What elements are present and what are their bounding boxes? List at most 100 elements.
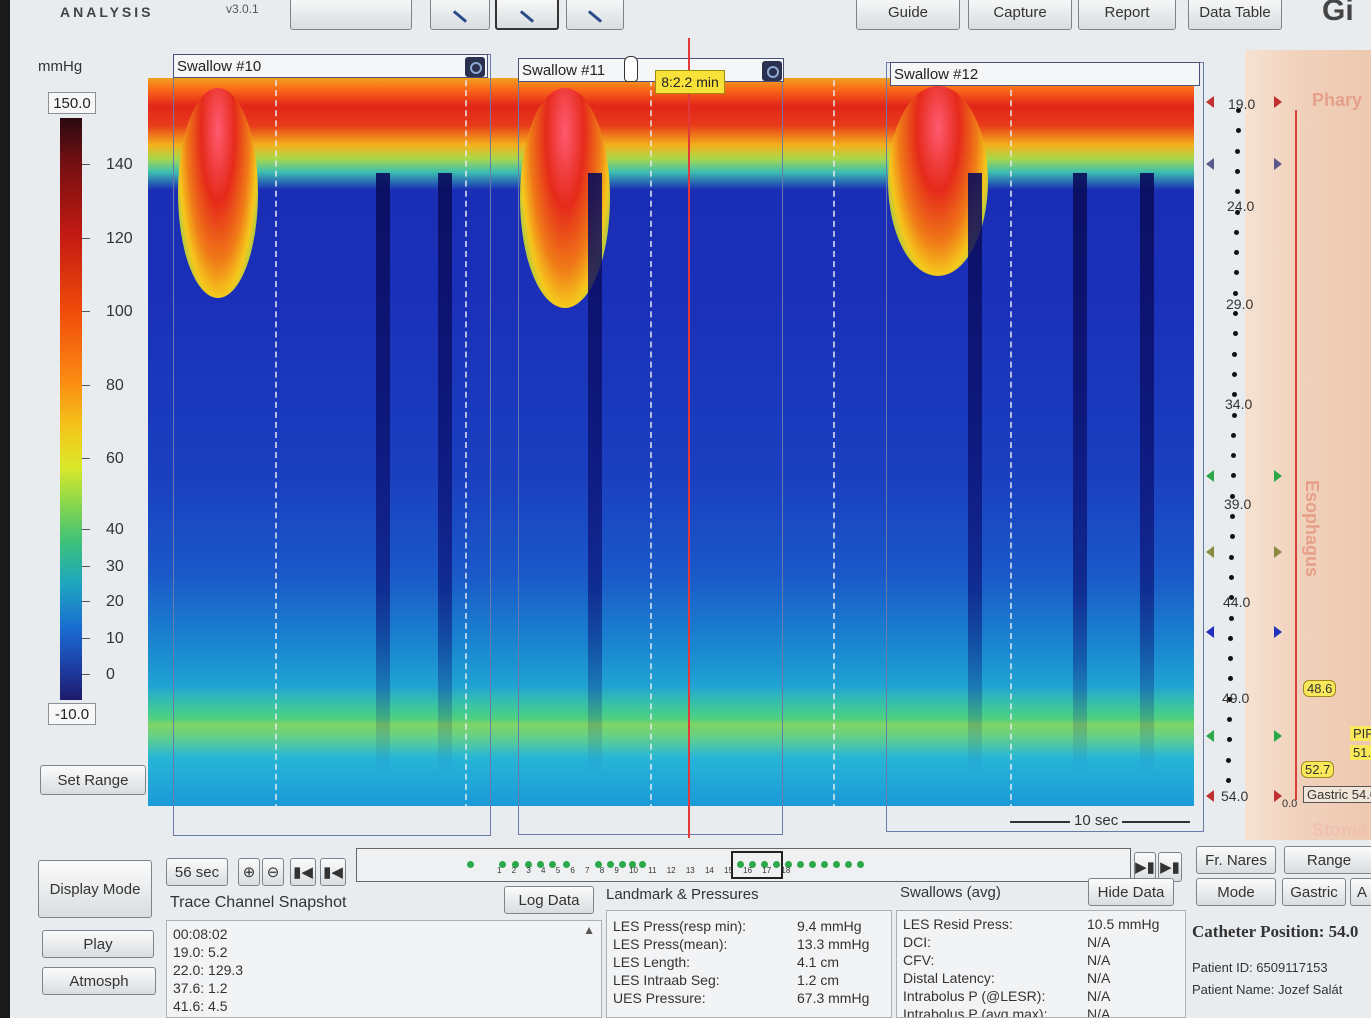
anatomy-pharynx-label: Phary (1312, 90, 1363, 110)
range-max-input[interactable]: 150.0 (48, 92, 96, 114)
range-button[interactable]: Range (1284, 846, 1371, 874)
swallow-event-dot[interactable] (549, 861, 556, 868)
swallow-timeline[interactable]: 1 2 3 4 5 6 7 8 9 10 11 12 13 14 15 16 1… (356, 848, 1131, 882)
position-marker-icon[interactable] (1206, 470, 1214, 482)
swallow-event-dot[interactable] (595, 861, 602, 868)
play-button[interactable]: Play (42, 930, 154, 958)
swallow-event-dot[interactable] (737, 861, 744, 868)
report-button[interactable]: Report (1078, 0, 1176, 30)
log-data-button[interactable]: Log Data (504, 886, 594, 914)
data-table-button[interactable]: Data Table (1188, 0, 1282, 30)
swallow-event-dot[interactable] (785, 861, 792, 868)
swallow-event-dot[interactable] (525, 861, 532, 868)
mode-button[interactable]: Mode (1196, 878, 1276, 906)
swallow-event-dot[interactable] (512, 861, 519, 868)
swallow-event-dot[interactable] (639, 861, 646, 868)
swallow-metric-label: CFV: (903, 952, 935, 968)
position-marker-icon[interactable] (1274, 470, 1282, 482)
swallows-avg-title: Swallows (avg) (900, 884, 1001, 901)
swallow-header-10[interactable]: Swallow #10 (173, 54, 488, 78)
swallow-window-12[interactable] (886, 62, 1204, 832)
swallow-event-dot[interactable] (821, 861, 828, 868)
swallow-window-11[interactable] (518, 58, 783, 835)
sensor-dot (1227, 656, 1233, 662)
scale-tick (82, 238, 90, 239)
landmark-label: UES Pressure: (613, 990, 706, 1006)
display-mode-button[interactable]: Display Mode (38, 860, 152, 918)
swallow-event-dot[interactable] (857, 861, 864, 868)
marker-52-7[interactable]: 52.7 (1301, 761, 1335, 778)
sensor-dot (1231, 412, 1237, 418)
sensor-dot (1236, 108, 1241, 113)
sensor-position-label: 19.0 (1228, 96, 1256, 112)
swallow-metric-value: 10.5 mmHg (1087, 916, 1160, 932)
position-marker-icon[interactable] (1274, 790, 1282, 802)
swallow-event-dot[interactable] (607, 861, 614, 868)
sensor-dot (1228, 635, 1234, 641)
scroll-up-icon[interactable]: ▲ (583, 923, 595, 937)
toolbar-blank-button[interactable] (290, 0, 412, 30)
swallow-event-dot[interactable] (797, 861, 804, 868)
swallow-header-12[interactable]: Swallow #12 (890, 62, 1200, 86)
swallow-event-dot[interactable] (773, 861, 780, 868)
swallow-event-dot[interactable] (761, 861, 768, 868)
swallow-event-dot[interactable] (629, 861, 636, 868)
a-button[interactable]: A (1350, 878, 1371, 906)
swallow-event-dot[interactable] (833, 861, 840, 868)
step-forward-button[interactable]: ▶▮ (1134, 852, 1156, 882)
marker-48-6[interactable]: 48.6 (1303, 680, 1337, 697)
set-range-button[interactable]: Set Range (40, 765, 146, 795)
sensor-dot (1227, 696, 1233, 702)
swallow-event-dot[interactable] (563, 861, 570, 868)
time-cursor-line[interactable] (688, 38, 690, 838)
position-marker-icon[interactable] (1206, 626, 1214, 638)
gastric-button[interactable]: Gastric (1282, 878, 1346, 906)
hide-data-button[interactable]: Hide Data (1088, 878, 1174, 906)
toolbar-tool-button-2[interactable] (495, 0, 559, 30)
swallow-event-dot[interactable] (499, 861, 506, 868)
toolbar-tool-button-1[interactable] (430, 0, 490, 30)
swallow-event-dot[interactable] (845, 861, 852, 868)
swallow-event-dot[interactable] (537, 861, 544, 868)
position-marker-icon[interactable] (1206, 96, 1214, 108)
swallow-event-dot[interactable] (749, 861, 756, 868)
swallow-event-dot[interactable] (619, 861, 626, 868)
pressure-streak (588, 173, 602, 773)
jump-end-button[interactable]: ▶▮ (1158, 852, 1182, 882)
atmosph-button[interactable]: Atmosph (42, 967, 156, 995)
guide-button[interactable]: Guide (856, 0, 960, 30)
from-nares-button[interactable]: Fr. Nares (1196, 846, 1276, 874)
position-marker-icon[interactable] (1206, 546, 1214, 558)
swallow-settings-icon[interactable] (762, 61, 782, 81)
position-marker-icon[interactable] (1206, 790, 1214, 802)
capture-button[interactable]: Capture (968, 0, 1072, 30)
scale-tick-label: 120 (106, 230, 133, 247)
step-back-button[interactable]: ▮◀ (320, 858, 346, 886)
swallow-event-dot[interactable] (467, 861, 474, 868)
position-marker-icon[interactable] (1274, 158, 1282, 170)
swallow-window-10[interactable] (173, 54, 491, 836)
swallow-settings-icon[interactable] (465, 57, 485, 77)
position-marker-icon[interactable] (1206, 158, 1214, 170)
swallow-header-11[interactable]: Swallow #11 (518, 58, 784, 82)
jump-start-button[interactable]: ▮◀ (290, 858, 316, 886)
swallow-label: Swallow #11 (522, 61, 606, 79)
position-marker-icon[interactable] (1274, 626, 1282, 638)
landmark-row: LES Length: 4.1 cm (613, 953, 885, 971)
sensor-dot (1235, 128, 1241, 134)
zoom-in-button[interactable]: ⊕ (238, 858, 260, 886)
swallow-event-dot[interactable] (809, 861, 816, 868)
window-length-button[interactable]: 56 sec (166, 858, 228, 886)
landmark-value: 1.2 cm (797, 972, 840, 988)
timeline-window[interactable] (731, 851, 783, 879)
pressure-topography-plot[interactable] (148, 78, 1194, 806)
position-marker-icon[interactable] (1274, 546, 1282, 558)
zoom-out-button[interactable]: ⊖ (262, 858, 284, 886)
version-label: v3.0.1 (226, 2, 259, 16)
position-marker-icon[interactable] (1274, 96, 1282, 108)
position-marker-icon[interactable] (1274, 730, 1282, 742)
position-marker-icon[interactable] (1206, 730, 1214, 742)
scale-tick-label: 10 (106, 630, 124, 647)
range-min-input[interactable]: -10.0 (48, 703, 96, 725)
toolbar-tool-button-3[interactable] (566, 0, 624, 30)
